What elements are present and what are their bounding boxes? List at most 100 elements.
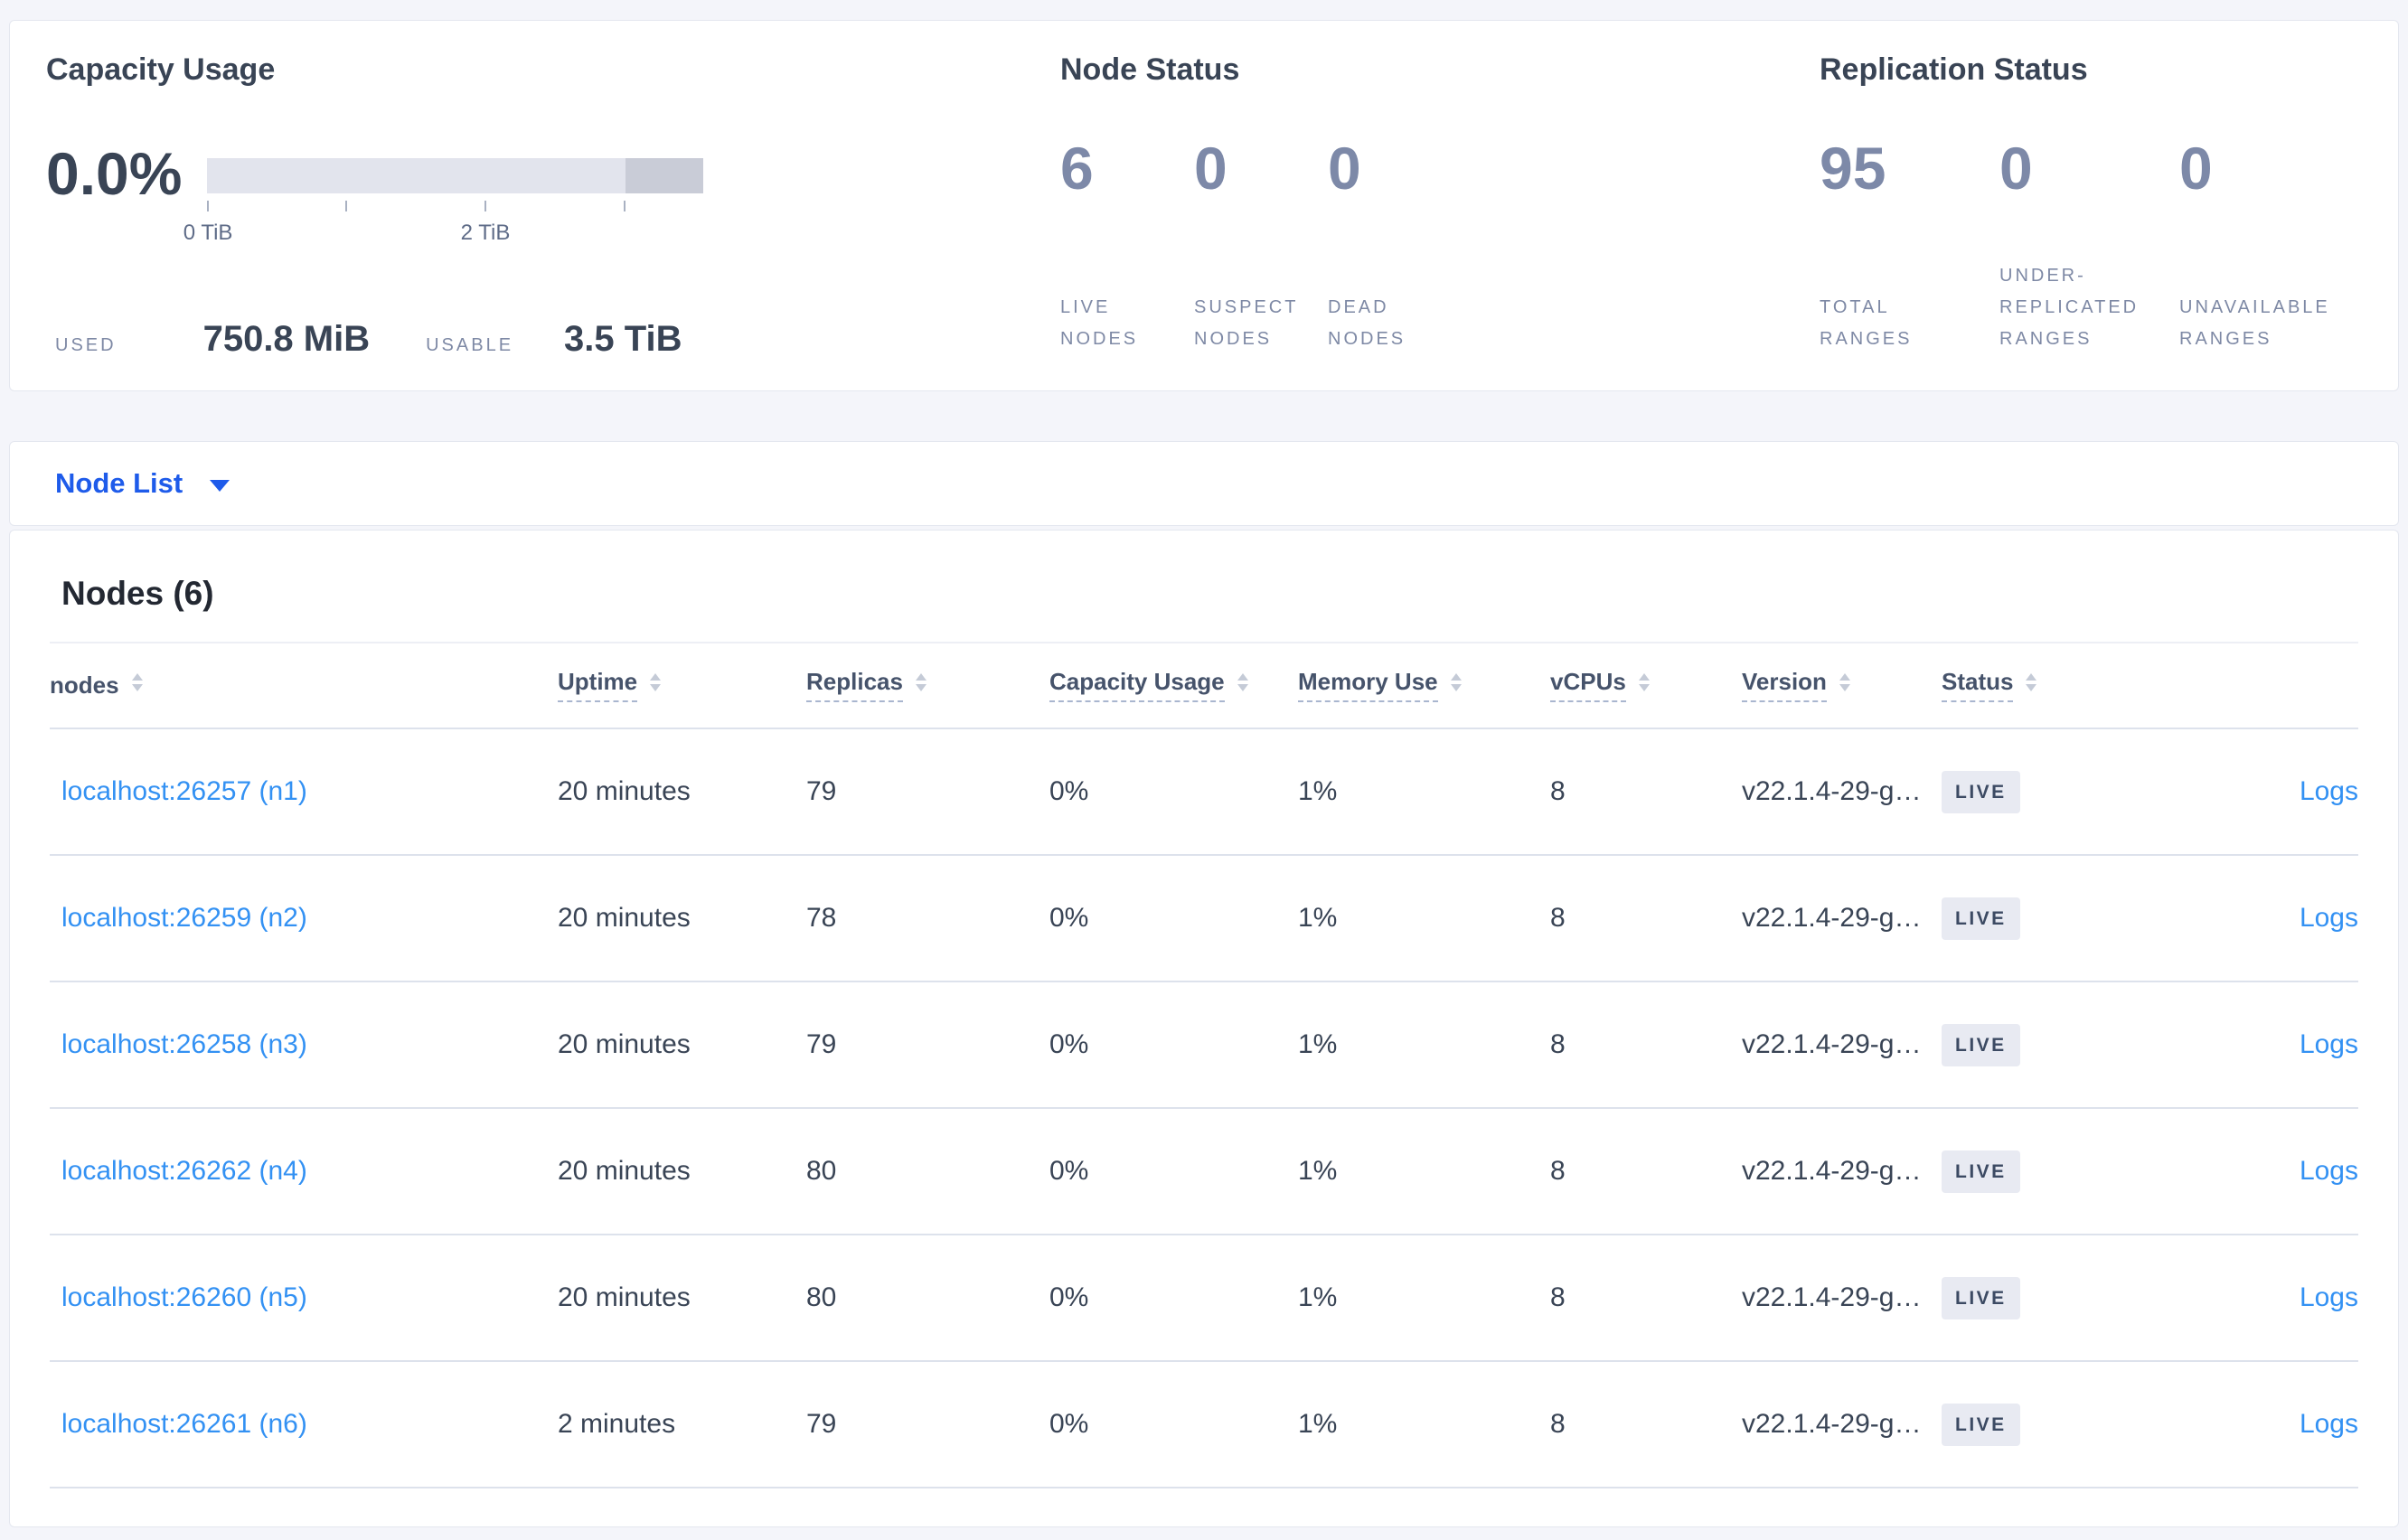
stat-label: LIVE NODES [1060,297,1139,349]
column-header[interactable]: Uptime [558,668,806,703]
usable-label: USABLE [426,335,514,355]
column-header[interactable]: Replicas [806,668,1049,703]
column-header-label: Version [1742,668,1827,703]
stat-value: 95 [1820,135,1886,202]
vcpus-cell: 8 [1550,1156,1566,1186]
replication-status-title: Replication Status [1820,52,2088,87]
status-badge: LIVE [1942,1403,2020,1446]
node-list-dropdown-label: Node List [55,467,183,499]
vcpus-cell: 8 [1550,1029,1566,1059]
replicas-cell: 79 [806,1409,837,1439]
sort-down-triangle [1450,684,1462,692]
capacity-cell: 0% [1049,776,1089,806]
node-cell: localhost:26258 (n3) [50,1029,558,1060]
logs-link[interactable]: Logs [2299,1409,2358,1439]
version-cell: v22.1.4-29-g… [1742,1409,1922,1439]
capacity-cell: 0% [1049,903,1089,933]
sort-up-triangle [650,673,662,681]
version-cell: v22.1.4-29-g… [1742,1282,1922,1312]
replicas-cell: 79 [806,776,837,806]
uptime-cell: 20 minutes [558,776,691,806]
logs-cell: Logs [2260,1282,2358,1313]
logs-link[interactable]: Logs [2299,1156,2358,1186]
logs-link[interactable]: Logs [2299,1282,2358,1312]
used-label: USED [55,335,117,355]
tick-mark [624,201,626,211]
column-header[interactable]: vCPUs [1550,668,1742,703]
status-cell: LIVE [1942,1403,2260,1446]
stat-value: 0 [2179,135,2213,202]
status-badge: LIVE [1942,1023,2020,1066]
tick-mark [345,201,348,211]
capacity-gauge-axis: 0 TiB 2 TiB [183,201,703,264]
capacity-used-usable-row: USED 750.8 MiB USABLE 3.5 TiB [55,319,869,360]
version-cell: v22.1.4-29-g… [1742,1029,1922,1059]
sort-icon [1237,673,1248,692]
node-cell: localhost:26262 (n4) [50,1156,558,1187]
node-link[interactable]: localhost:26261 (n6) [61,1409,307,1439]
node-link[interactable]: localhost:26262 (n4) [61,1156,307,1186]
sort-icon [1638,673,1650,692]
sort-icon [2026,673,2037,692]
uptime-cell: 20 minutes [558,1156,691,1186]
replicas-cell: 80 [806,1282,837,1312]
column-header[interactable]: Memory Use [1298,668,1550,703]
column-header-label: Replicas [806,668,903,703]
node-list-bar: Node List [9,441,2399,526]
sort-down-triangle [650,684,662,692]
status-badge: LIVE [1942,1276,2020,1319]
sort-icon [650,673,662,692]
stat-label: DEAD NODES [1328,297,1406,349]
vcpus-cell: 8 [1550,776,1566,806]
used-value: 750.8 MiB [202,319,371,359]
node-link[interactable]: localhost:26258 (n3) [61,1029,307,1059]
stat-value: 0 [1328,135,1361,202]
memory-cell: 1% [1298,903,1338,933]
column-header[interactable]: nodes [50,671,558,700]
capacity-cell: 0% [1049,1156,1089,1186]
vcpus-cell: 8 [1550,903,1566,933]
node-list-dropdown[interactable]: Node List [55,467,230,500]
status-badge: LIVE [1942,770,2020,813]
stat-column: 0 SUSPECT NODES [1194,138,1328,355]
column-header-label: Status [1942,668,2014,703]
logs-link[interactable]: Logs [2299,776,2358,806]
logs-link[interactable]: Logs [2299,1029,2358,1059]
memory-cell: 1% [1298,1282,1338,1312]
replicas-cell: 78 [806,903,837,933]
uptime-cell: 20 minutes [558,1282,691,1312]
stat-label: UNAVAILABLE RANGES [2179,297,2330,349]
column-header[interactable]: Status [1942,668,2260,703]
column-header-label: Memory Use [1298,668,1438,703]
table-body: localhost:26257 (n1) 20 minutes 79 0% 1%… [50,729,2358,1488]
stat-value: 0 [1999,135,2033,202]
version-cell: v22.1.4-29-g… [1742,1156,1922,1186]
sort-down-triangle [2026,684,2037,692]
chevron-down-icon [210,479,230,492]
table-row: localhost:26257 (n1) 20 minutes 79 0% 1%… [50,729,2358,856]
node-cell: localhost:26257 (n1) [50,776,558,807]
logs-cell: Logs [2260,903,2358,934]
uptime-cell: 20 minutes [558,1029,691,1059]
status-cell: LIVE [1942,1150,2260,1193]
heading-divider [50,642,2358,643]
stat-value: 6 [1060,135,1094,202]
stat-label: UNDER-REPLICATED RANGES [1999,266,2140,349]
tick-label: 2 TiB [460,221,511,245]
replicas-cell: 80 [806,1156,837,1186]
node-link[interactable]: localhost:26257 (n1) [61,776,307,806]
column-header[interactable]: Capacity Usage [1049,668,1298,703]
table-row: localhost:26262 (n4) 20 minutes 80 0% 1%… [50,1109,2358,1235]
node-link[interactable]: localhost:26259 (n2) [61,903,307,933]
node-link[interactable]: localhost:26260 (n5) [61,1282,307,1312]
tick-mark [207,201,210,211]
stat-column: 6 LIVE NODES [1060,138,1194,355]
column-header[interactable]: Version [1742,668,1942,703]
memory-cell: 1% [1298,1029,1338,1059]
capacity-usage-title: Capacity Usage [46,52,276,87]
logs-link[interactable]: Logs [2299,903,2358,933]
table-row: localhost:26259 (n2) 20 minutes 78 0% 1%… [50,856,2358,982]
capacity-percent-value: 0.0% [46,140,183,207]
sort-up-triangle [1237,673,1248,681]
capacity-cell: 0% [1049,1029,1089,1059]
